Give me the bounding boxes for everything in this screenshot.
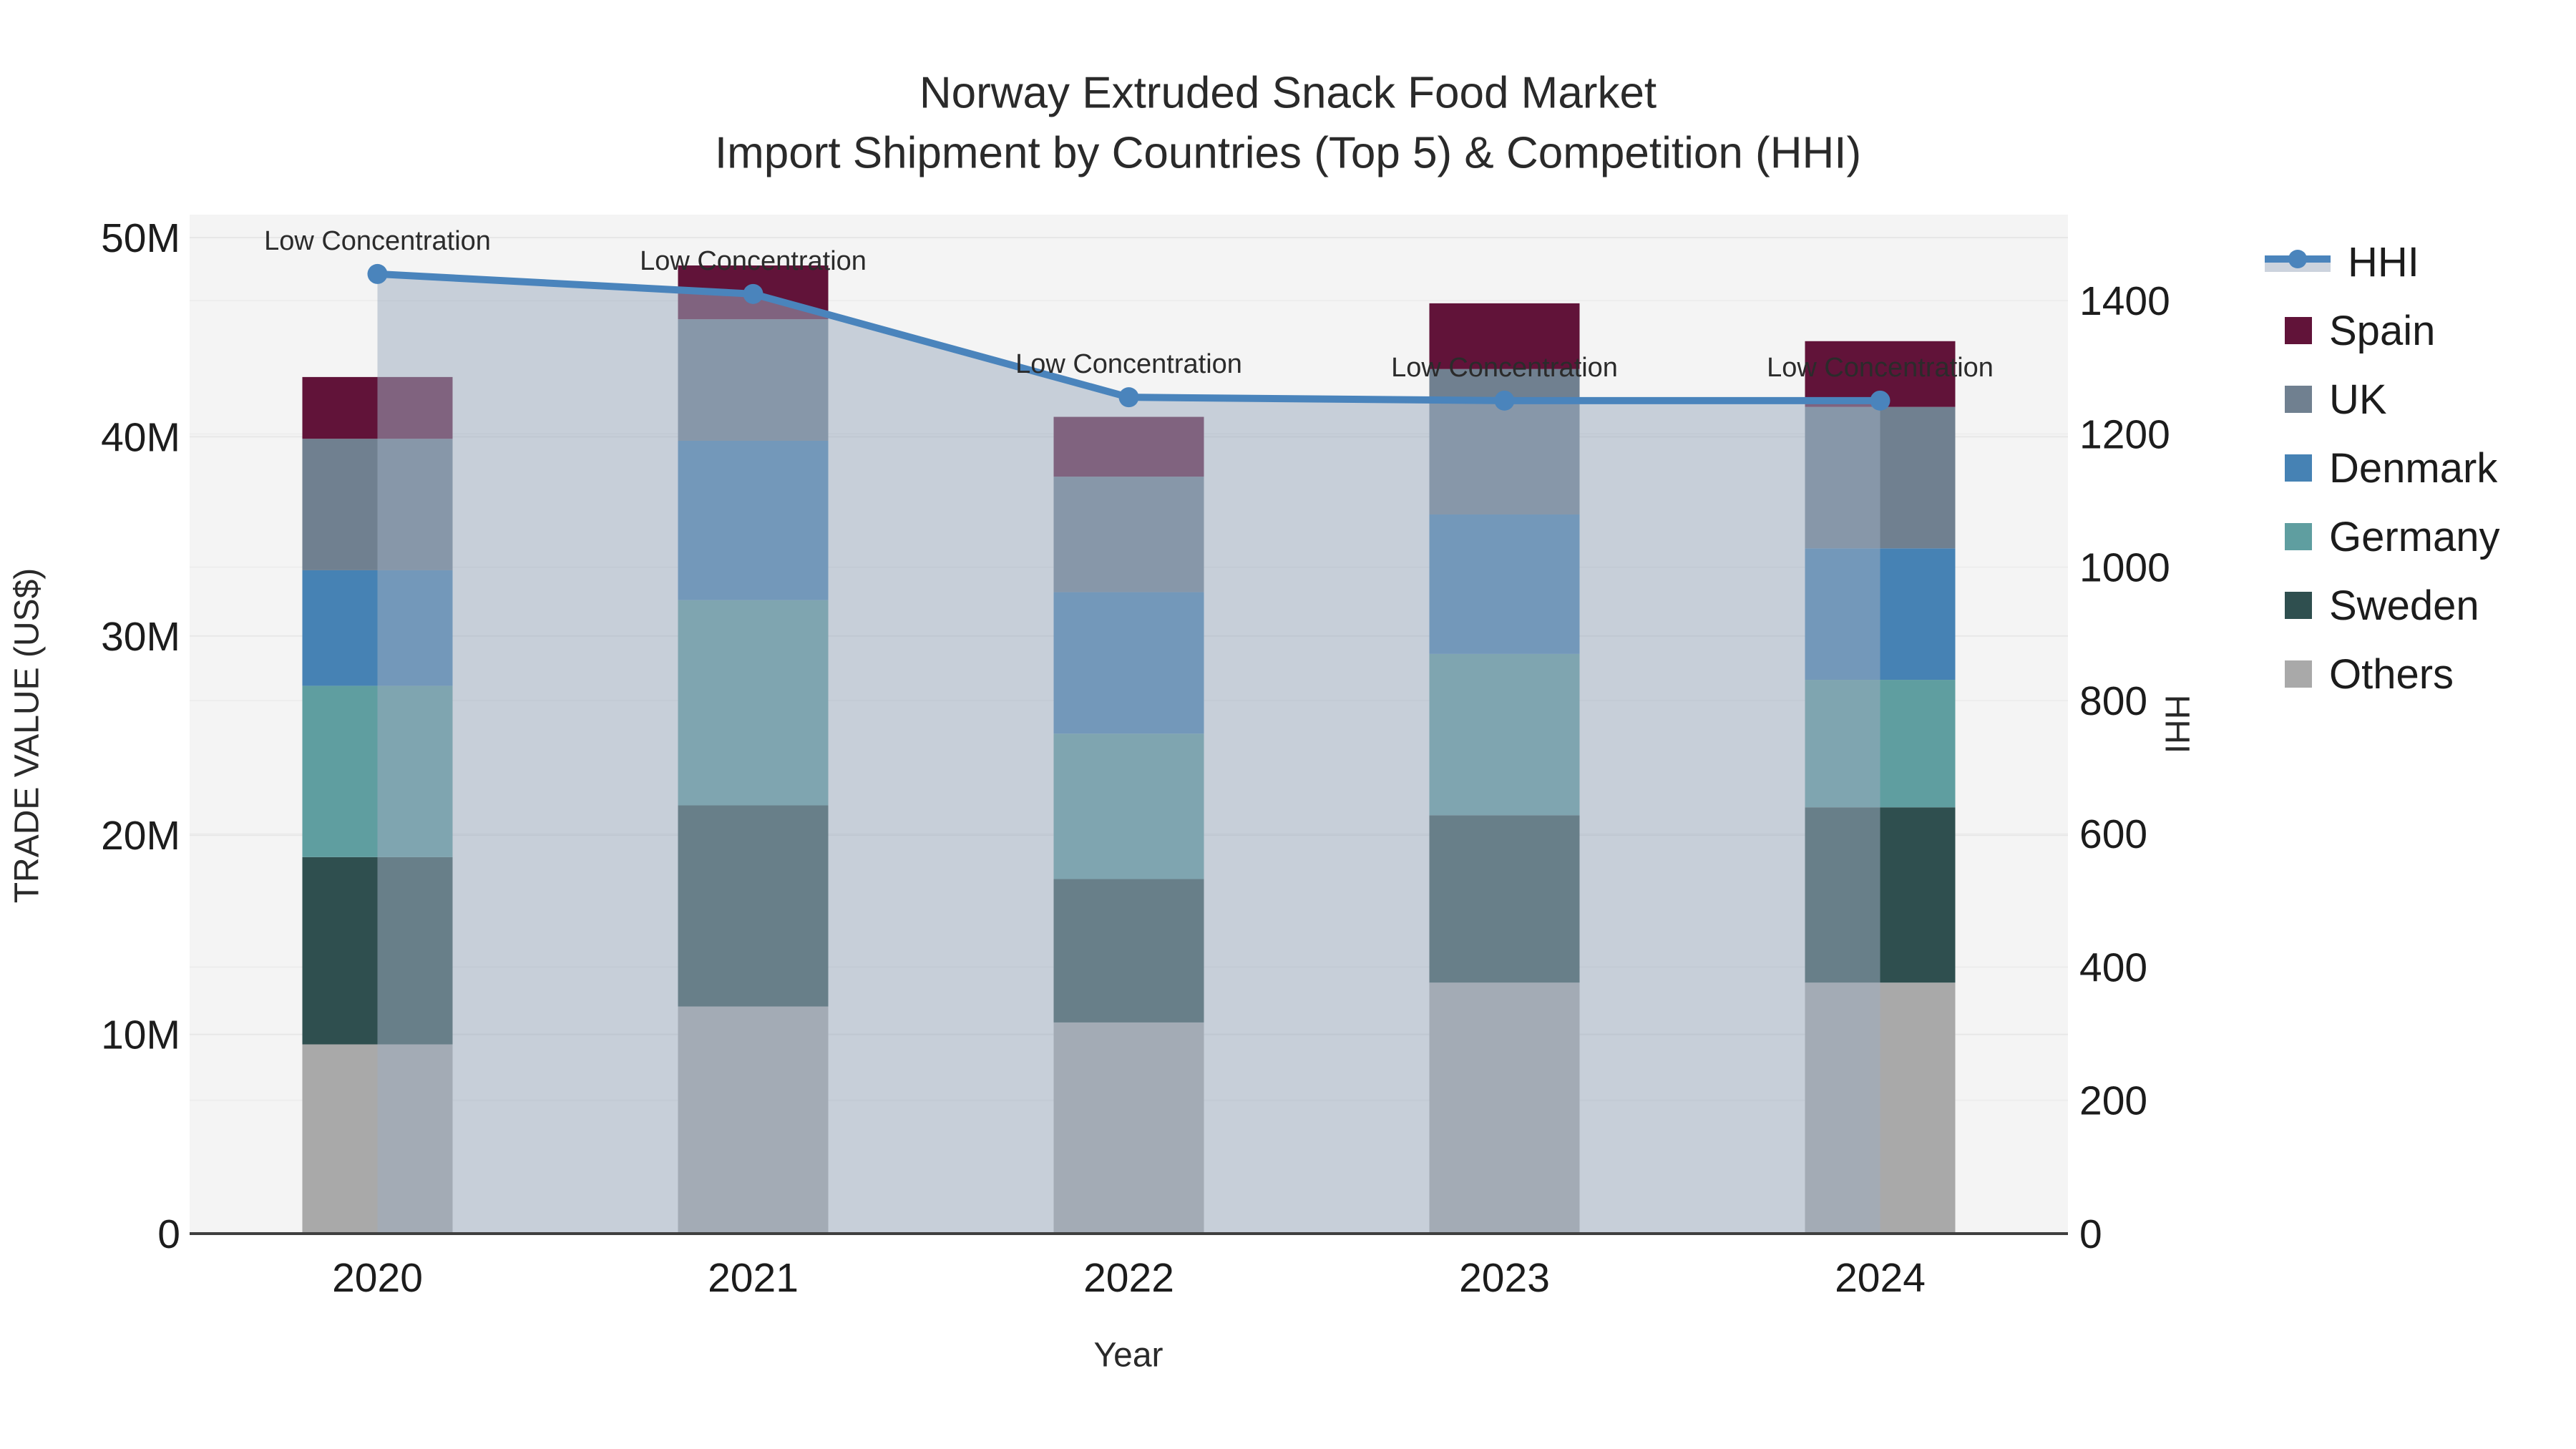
x-tick-label-2023: 2023 [1459,1255,1550,1301]
annotation-low-concentration-2021: Low Concentration [640,246,867,276]
y2-tick-label: 600 [2079,811,2147,857]
legend-label: Germany [2329,513,2500,560]
y2-tick-label: 1200 [2079,411,2170,457]
annotation-low-concentration-2022: Low Concentration [1015,349,1242,379]
x-tick-label-2021: 2021 [708,1255,799,1301]
y-tick-label: 30M [101,614,180,660]
legend-label: Denmark [2329,444,2498,492]
y2-tick-label: 200 [2079,1078,2147,1124]
y2-tick-label: 800 [2079,678,2147,724]
x-tick-label-2020: 2020 [332,1255,423,1301]
legend-label: Others [2329,650,2454,698]
legend-label: UK [2329,376,2387,423]
y-tick-label: 40M [101,414,180,460]
y2-tick-label: 0 [2079,1211,2102,1257]
hhi-marker-2024 [1870,390,1890,411]
legend: HHI Spain UK Denmark Germany Sweden Others [2265,228,2500,708]
legend-swatch-others [2285,660,2312,688]
legend-item-others[interactable]: Others [2265,640,2500,708]
y-tick-label: 50M [101,215,180,261]
y-axis-title: TRADE VALUE (US$) [8,567,47,904]
hhi-line-sample-icon [2265,246,2331,278]
legend-swatch-sweden [2285,592,2312,619]
annotation-low-concentration-2020: Low Concentration [264,226,491,256]
y2-tick-label: 1400 [2079,278,2170,324]
x-tick-label-2024: 2024 [1835,1255,1926,1301]
legend-swatch-germany [2285,523,2312,550]
legend-item-germany[interactable]: Germany [2265,502,2500,571]
y2-tick-label: 1000 [2079,545,2170,591]
annotation-low-concentration-2023: Low Concentration [1391,353,1618,383]
hhi-marker-2023 [1494,390,1515,411]
x-tick-label-2022: 2022 [1083,1255,1174,1301]
legend-item-sweden[interactable]: Sweden [2265,571,2500,640]
y2-tick-label: 400 [2079,945,2147,990]
chart-title-line1: Norway Extruded Snack Food Market [919,68,1657,118]
hhi-marker-2020 [367,263,388,284]
legend-swatch-spain [2285,317,2312,344]
hhi-marker-2021 [743,283,763,304]
bar-segment-spain-2023 [1429,303,1580,369]
legend-label: Spain [2329,307,2436,354]
hhi-area-fill [377,273,1880,1234]
chart-title-line2: Import Shipment by Countries (Top 5) & C… [714,128,1862,178]
legend-label: HHI [2348,238,2419,286]
y-tick-label: 0 [157,1211,180,1257]
annotation-low-concentration-2024: Low Concentration [1767,353,1994,383]
legend-item-hhi[interactable]: HHI [2265,228,2500,296]
x-axis-title: Year [1093,1336,1163,1375]
legend-swatch-denmark [2285,454,2312,482]
y-tick-label: 20M [101,813,180,859]
legend-label: Sweden [2329,582,2479,629]
legend-item-spain[interactable]: Spain [2265,296,2500,365]
y-tick-label: 10M [101,1013,180,1058]
legend-item-denmark[interactable]: Denmark [2265,434,2500,502]
legend-item-uk[interactable]: UK [2265,365,2500,434]
y2-axis-title: HHI [2157,694,2196,754]
legend-swatch-uk [2285,386,2312,413]
hhi-marker-2022 [1118,387,1139,408]
